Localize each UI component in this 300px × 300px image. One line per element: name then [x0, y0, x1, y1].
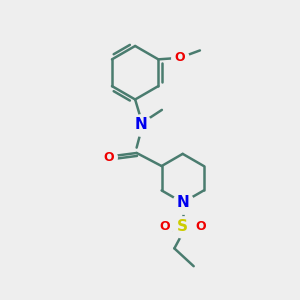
Text: O: O — [196, 220, 206, 233]
Text: O: O — [103, 151, 114, 164]
Text: S: S — [177, 220, 188, 235]
Text: O: O — [159, 220, 169, 233]
Text: O: O — [174, 51, 185, 64]
Text: N: N — [176, 195, 189, 210]
Text: N: N — [135, 117, 148, 132]
